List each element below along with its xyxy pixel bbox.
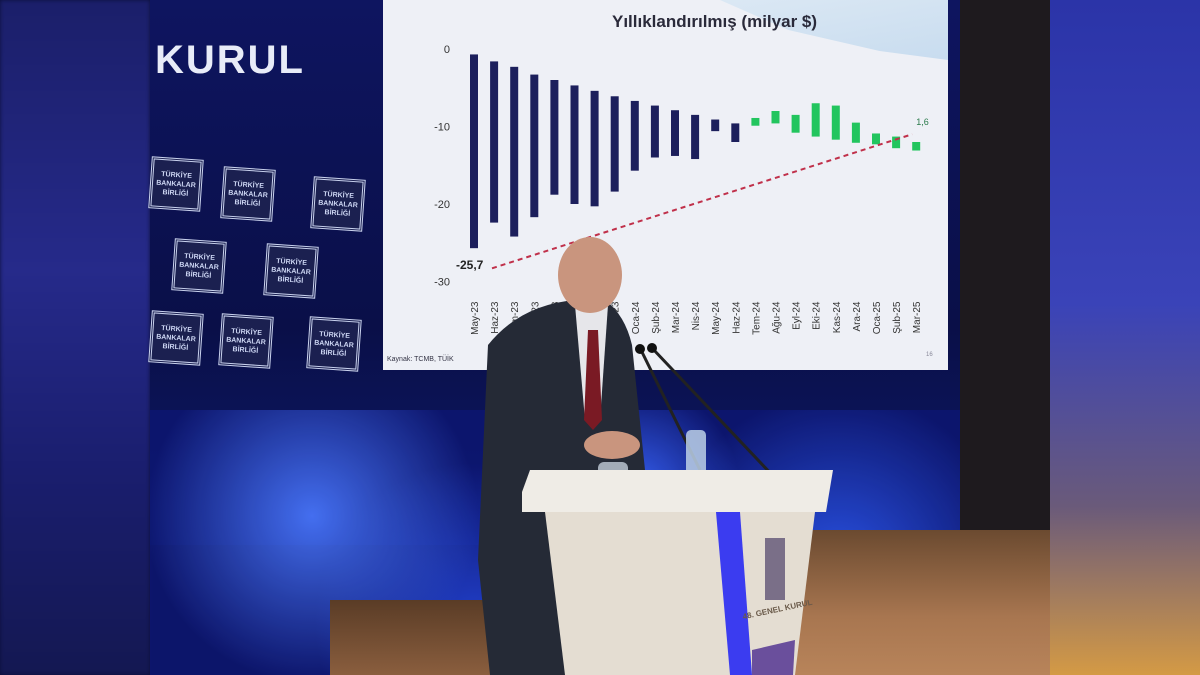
speaker-scene <box>478 237 833 675</box>
y-tick-label: -10 <box>434 122 450 134</box>
microphone-head-right <box>647 343 657 353</box>
bar-Şub-25 <box>892 136 901 149</box>
bar-Tem-24 <box>751 117 760 126</box>
bar-Oca-24 <box>630 100 639 171</box>
x-tick-label: Tem-23 <box>510 301 521 335</box>
bar-Ara-24 <box>851 122 860 143</box>
x-tick-label: Tem-24 <box>751 301 762 335</box>
bar-Eki-24 <box>811 103 820 137</box>
bar-Ağu-23 <box>530 74 539 218</box>
bar-Şub-24 <box>650 105 659 158</box>
blurred-right-border <box>1050 0 1200 675</box>
bar-Eki-23 <box>570 85 579 204</box>
x-tick-label: Oca-25 <box>872 301 883 334</box>
microphone-stand-right <box>650 346 777 480</box>
bar-Ağu-24 <box>771 111 780 124</box>
bar-Eyl-24 <box>791 114 800 133</box>
slide-page-number: 16 <box>926 352 933 358</box>
bar-May-23 <box>470 54 478 249</box>
x-tick-label: Oca-24 <box>631 301 642 334</box>
chart-source: Kaynak: TCMB, TÜİK <box>387 356 454 363</box>
bar-Haz-24 <box>731 123 740 142</box>
speaker-hands <box>584 431 640 459</box>
y-tick-label: -30 <box>434 277 450 289</box>
x-tick-label: May-24 <box>711 301 722 335</box>
x-tick-label: Eki-24 <box>812 301 823 330</box>
x-tick-label: Haz-23 <box>490 301 501 334</box>
x-tick-label: Ara-24 <box>852 301 863 331</box>
speaker-head <box>558 237 622 313</box>
podium-logo <box>765 538 785 600</box>
bar-Oca-25 <box>872 133 880 145</box>
stage-wall <box>960 0 1050 545</box>
trend-line <box>491 133 913 270</box>
screen-heading: KURUL <box>155 38 305 82</box>
x-tick-label: Mar-25 <box>912 301 923 333</box>
x-tick-label: Ağu-24 <box>772 301 783 334</box>
podium-light-strip <box>716 512 752 675</box>
x-tick-label: Eyl-24 <box>792 301 803 330</box>
chart-plot: 0-10-20-30May-23Haz-23Tem-23Ağu-23Eyl-23… <box>434 44 929 335</box>
bar-Ara-23 <box>610 96 619 192</box>
chart-title: Yıllıklandırılmış (milyar $) <box>612 12 818 31</box>
x-tick-label: Mar-24 <box>671 301 682 333</box>
bar-Kas-24 <box>831 105 840 140</box>
microphone-head-left <box>635 344 645 354</box>
data-label: 1,6 <box>916 117 929 127</box>
bar-Kas-23 <box>590 90 599 207</box>
podium-top <box>522 470 833 512</box>
x-tick-label: Nis-24 <box>691 301 702 330</box>
bar-Mar-24 <box>671 110 679 156</box>
bar-Nis-24 <box>691 114 700 160</box>
y-tick-label: 0 <box>444 44 450 56</box>
data-label: -25,7 <box>456 258 484 272</box>
x-tick-label: Kas-24 <box>832 301 843 333</box>
blurred-left-border <box>0 0 150 675</box>
bar-Haz-23 <box>490 61 499 223</box>
bar-Tem-23 <box>510 66 519 237</box>
podium-stripe <box>752 640 795 675</box>
x-tick-label: Şub-24 <box>651 301 662 334</box>
y-tick-label: -20 <box>434 199 450 211</box>
bar-May-24 <box>711 119 720 132</box>
speaker-tie <box>584 330 602 430</box>
x-tick-label: Şub-25 <box>892 301 903 334</box>
bar-Eyl-23 <box>550 80 559 195</box>
x-tick-label: Haz-24 <box>731 301 742 334</box>
bar-Mar-25 <box>912 142 921 151</box>
x-tick-label: May-23 <box>470 301 481 335</box>
